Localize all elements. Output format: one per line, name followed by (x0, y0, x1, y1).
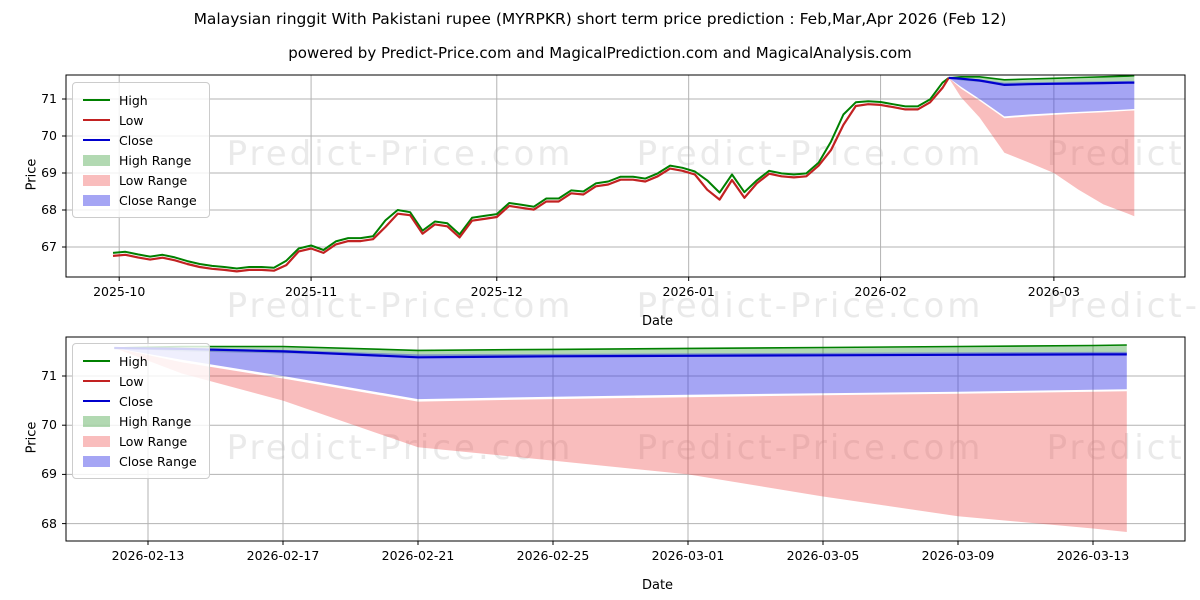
plot-border (65, 336, 1186, 542)
watermark-text: Predict-Price.com (636, 134, 984, 174)
legend-item-label: Close (119, 132, 154, 148)
legend-item-label: Low (119, 112, 144, 128)
legend-item-label: Low (119, 373, 144, 389)
legend-item-close: Close (83, 130, 197, 150)
legend-line-swatch (83, 359, 110, 363)
high-prediction-line (948, 75, 1135, 81)
watermark-text: Predict-Price.com (226, 286, 574, 326)
legend-item-label: High Range (119, 152, 192, 168)
watermark-text: Predict-Price.com (1046, 286, 1200, 326)
watermark-text: Predict-Price.com (226, 134, 574, 174)
close-range-band (948, 77, 1135, 117)
watermark-row-bottom-chart: Predict-Price.com Predict-Price.com Predic… (66, 424, 1185, 476)
legend-item-label: High (119, 92, 148, 108)
legend-item-low: Low (83, 371, 197, 391)
watermark-text: Predict-Price.com (1047, 134, 1185, 174)
close-range-band (114, 348, 1127, 400)
watermark-text: Predict-Price.com (226, 428, 574, 468)
legend-item-label: High Range (119, 413, 192, 429)
legend-item-close-range: Close Range (83, 451, 197, 471)
legend-item-close: Close (83, 391, 197, 411)
chart-title: Malaysian ringgit With Pakistani rupee (… (193, 10, 1007, 28)
watermark-text: Predict-Price.com (637, 428, 984, 468)
legend-patch-swatch (83, 435, 110, 447)
legend-line-swatch (83, 399, 110, 403)
legend-patch-swatch (83, 194, 110, 206)
legend-item-low-range: Low Range (83, 431, 197, 451)
legend-item-high: High (83, 90, 197, 110)
legend-patch-swatch (83, 174, 110, 186)
low-range-band (948, 77, 1135, 217)
watermark-text: Predict-Price.com (636, 286, 984, 326)
high-line (112, 77, 950, 270)
legend-line-swatch (83, 98, 110, 102)
legend-item-high-range: High Range (83, 411, 197, 431)
legend-top-chart: High Low Close High Range Low Range Close Ran… (72, 82, 210, 218)
legend-line-swatch (83, 138, 110, 142)
legend-item-label: Close Range (119, 453, 197, 469)
legend-item-label: Low Range (119, 172, 188, 188)
low-line (112, 77, 950, 273)
high-prediction-line (114, 344, 1127, 352)
legend-item-low-range: Low Range (83, 170, 197, 190)
legend-patch-swatch (83, 455, 110, 467)
legend-item-label: High (119, 353, 148, 369)
watermark-row-top-chart: Predict-Price.com Predict-Price.com Predic… (66, 130, 1185, 182)
chart-subtitle: powered by Predict-Price.com and Magical… (288, 44, 912, 62)
legend-item-label: Low Range (119, 433, 188, 449)
close-prediction-line (948, 76, 1135, 87)
legend-patch-swatch (83, 415, 110, 427)
watermark-text: Predict-Price.com (1047, 428, 1185, 468)
low-range-band (114, 348, 1127, 532)
close-prediction-line (114, 346, 1127, 359)
legend-line-swatch (83, 379, 110, 383)
legend-item-high: High (83, 351, 197, 371)
legend-line-swatch (83, 118, 110, 122)
legend-item-high-range: High Range (83, 150, 197, 170)
legend-bottom-chart: High Low Close High Range Low Range Close Ran… (72, 343, 210, 479)
legend-item-close-range: Close Range (83, 190, 197, 210)
plot-border (65, 74, 1186, 278)
legend-patch-swatch (83, 154, 110, 166)
legend-item-label: Close (119, 393, 154, 409)
legend-item-low: Low (83, 110, 197, 130)
watermark-row-axis: Predict-Price.com Predict-Price.com Predic… (66, 282, 1200, 330)
legend-item-label: Close Range (119, 192, 197, 208)
